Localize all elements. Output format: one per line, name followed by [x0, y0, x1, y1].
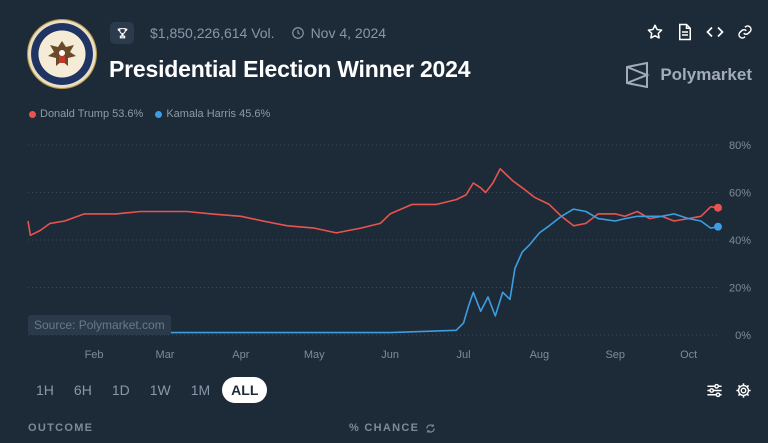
polymarket-logo-icon [626, 62, 651, 88]
refresh-icon[interactable] [425, 423, 436, 434]
chance-header: % CHANCE [349, 422, 436, 434]
series-line-kamala-harris [27, 208, 719, 334]
x-tick-label: Oct [680, 349, 697, 361]
chart-tools [706, 382, 752, 399]
market-meta: $1,850,226,614 Vol. Nov 4, 2024 [110, 22, 386, 44]
polymarket-brand: Polymarket [624, 62, 752, 88]
y-tick-label: 80% [729, 140, 751, 152]
volume-label: $1,850,226,614 Vol. [150, 25, 275, 41]
range-button-1m[interactable]: 1M [190, 382, 211, 398]
sliders-icon[interactable] [706, 382, 723, 399]
chart-legend: Donald Trump 53.6% Kamala Harris 45.6% [29, 108, 270, 120]
brand-name: Polymarket [660, 65, 752, 84]
link-icon[interactable] [736, 23, 754, 41]
page-title: Presidential Election Winner 2024 [109, 56, 471, 82]
source-label: Source: Polymarket.com [28, 315, 171, 335]
range-button-1w[interactable]: 1W [149, 382, 171, 398]
range-button-1d[interactable]: 1D [111, 382, 130, 398]
presidential-seal-image [27, 19, 97, 89]
x-tick-label: Feb [85, 349, 104, 361]
series-endpoint-donald-trump [714, 203, 722, 212]
code-icon[interactable] [706, 23, 724, 41]
time-range-selector: 1H 6H 1D 1W 1M ALL [28, 377, 268, 403]
outcome-header: OUTCOME [28, 422, 94, 434]
legend-item-harris: Kamala Harris 45.6% [155, 108, 270, 120]
x-tick-label: Aug [530, 349, 550, 361]
gear-icon[interactable] [735, 382, 752, 399]
range-button-1h[interactable]: 1H [36, 382, 54, 398]
trophy-icon[interactable] [110, 22, 134, 44]
y-tick-label: 20% [729, 283, 751, 295]
chance-header-label: % CHANCE [349, 422, 420, 434]
legend-label-harris: Kamala Harris 45.6% [166, 108, 271, 120]
x-tick-label: Apr [232, 349, 249, 361]
range-button-6h[interactable]: 6H [73, 382, 92, 398]
legend-swatch-trump [29, 110, 36, 118]
legend-item-trump: Donald Trump 53.6% [29, 108, 143, 120]
range-button-all[interactable]: ALL [222, 377, 268, 403]
y-tick-label: 0% [735, 330, 751, 342]
star-icon[interactable] [646, 23, 664, 41]
series-endpoint-kamala-harris [714, 222, 722, 231]
end-date-label: Nov 4, 2024 [310, 25, 387, 41]
x-tick-label: Jun [381, 349, 399, 361]
y-tick-label: 60% [729, 188, 751, 200]
legend-swatch-harris [155, 110, 163, 118]
x-tick-label: May [304, 349, 325, 361]
series-line-donald-trump [27, 168, 719, 237]
x-tick-label: Jul [457, 349, 471, 361]
x-tick-label: Sep [605, 349, 625, 361]
action-toolbar [646, 23, 754, 41]
clock-icon [291, 26, 305, 40]
document-icon[interactable] [676, 23, 694, 41]
y-tick-label: 40% [729, 235, 751, 247]
x-tick-label: Mar [156, 349, 175, 361]
price-history-chart[interactable]: 80% 60% 40% 20% 0% Feb Mar Apr May Jun Jul Aug Sep Oc… [0, 135, 768, 365]
legend-label-trump: Donald Trump 53.6% [40, 108, 144, 120]
